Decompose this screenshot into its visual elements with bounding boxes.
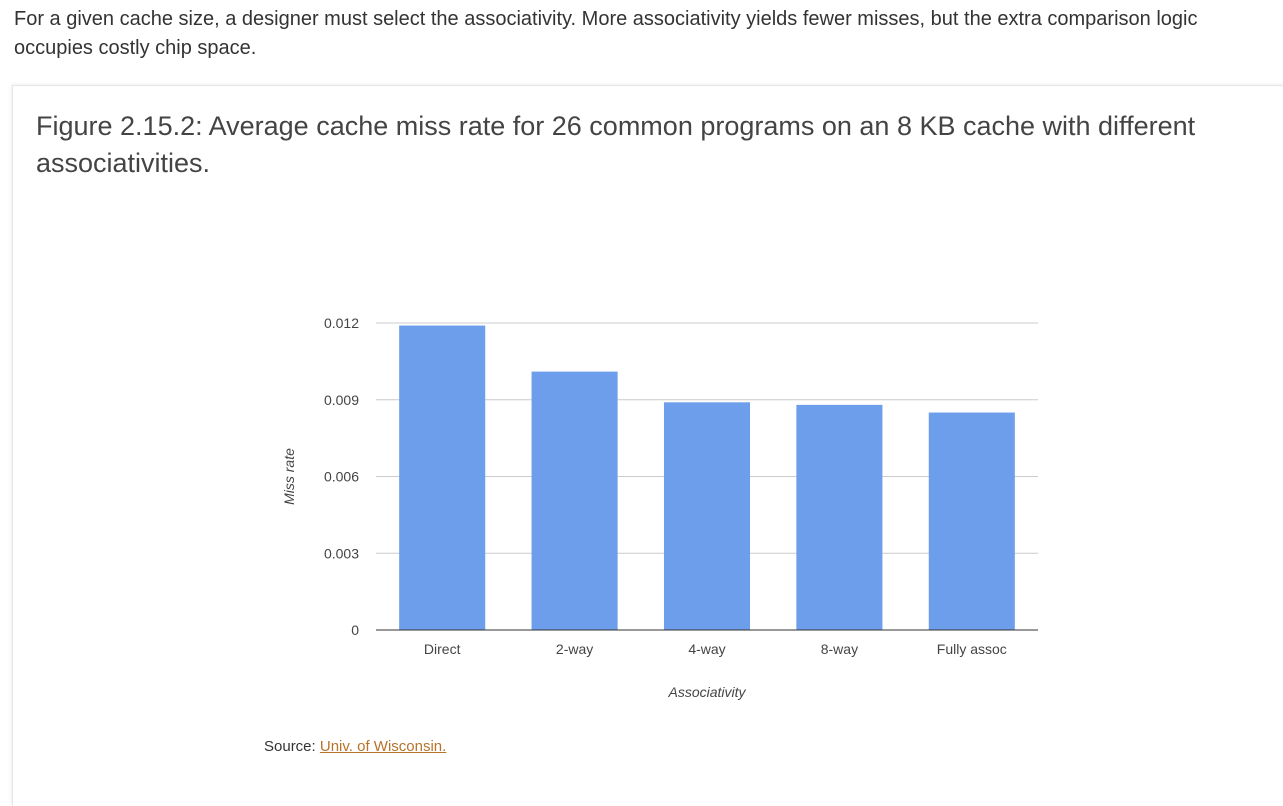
figure-card (12, 85, 1283, 806)
y-tick-label: 0.003 (324, 545, 359, 561)
x-tick-label: 2-way (556, 641, 593, 657)
y-tick-label: 0 (351, 622, 359, 638)
x-axis-title: Associativity (667, 684, 746, 700)
bar (928, 412, 1015, 630)
source-line: Source: Univ. of Wisconsin. (264, 738, 446, 755)
bar (663, 402, 751, 630)
bar (531, 371, 618, 630)
figure-title: Figure 2.15.2: Average cache miss rate f… (36, 111, 1196, 178)
bar (399, 325, 486, 630)
x-tick-label: Direct (424, 641, 461, 657)
y-tick-label: 0.009 (324, 392, 359, 408)
bar-chart: 0 0.003 0.006 0.009 0.012 Direct 2-way 4-way 8-w… (281, 315, 1038, 700)
source-label: Source: (264, 738, 320, 755)
y-tick-label: 0.012 (324, 315, 359, 331)
x-tick-label: 8-way (821, 641, 858, 657)
x-tick-label: Fully assoc (937, 641, 1007, 657)
y-tick-label: 0.006 (324, 469, 359, 485)
intro-paragraph: For a given cache size, a designer must … (14, 8, 1198, 59)
source-link[interactable]: Univ. of Wisconsin. (319, 738, 447, 755)
x-tick-label: 4-way (688, 641, 725, 657)
y-axis-title: Miss rate (281, 448, 297, 505)
bar (796, 404, 883, 630)
